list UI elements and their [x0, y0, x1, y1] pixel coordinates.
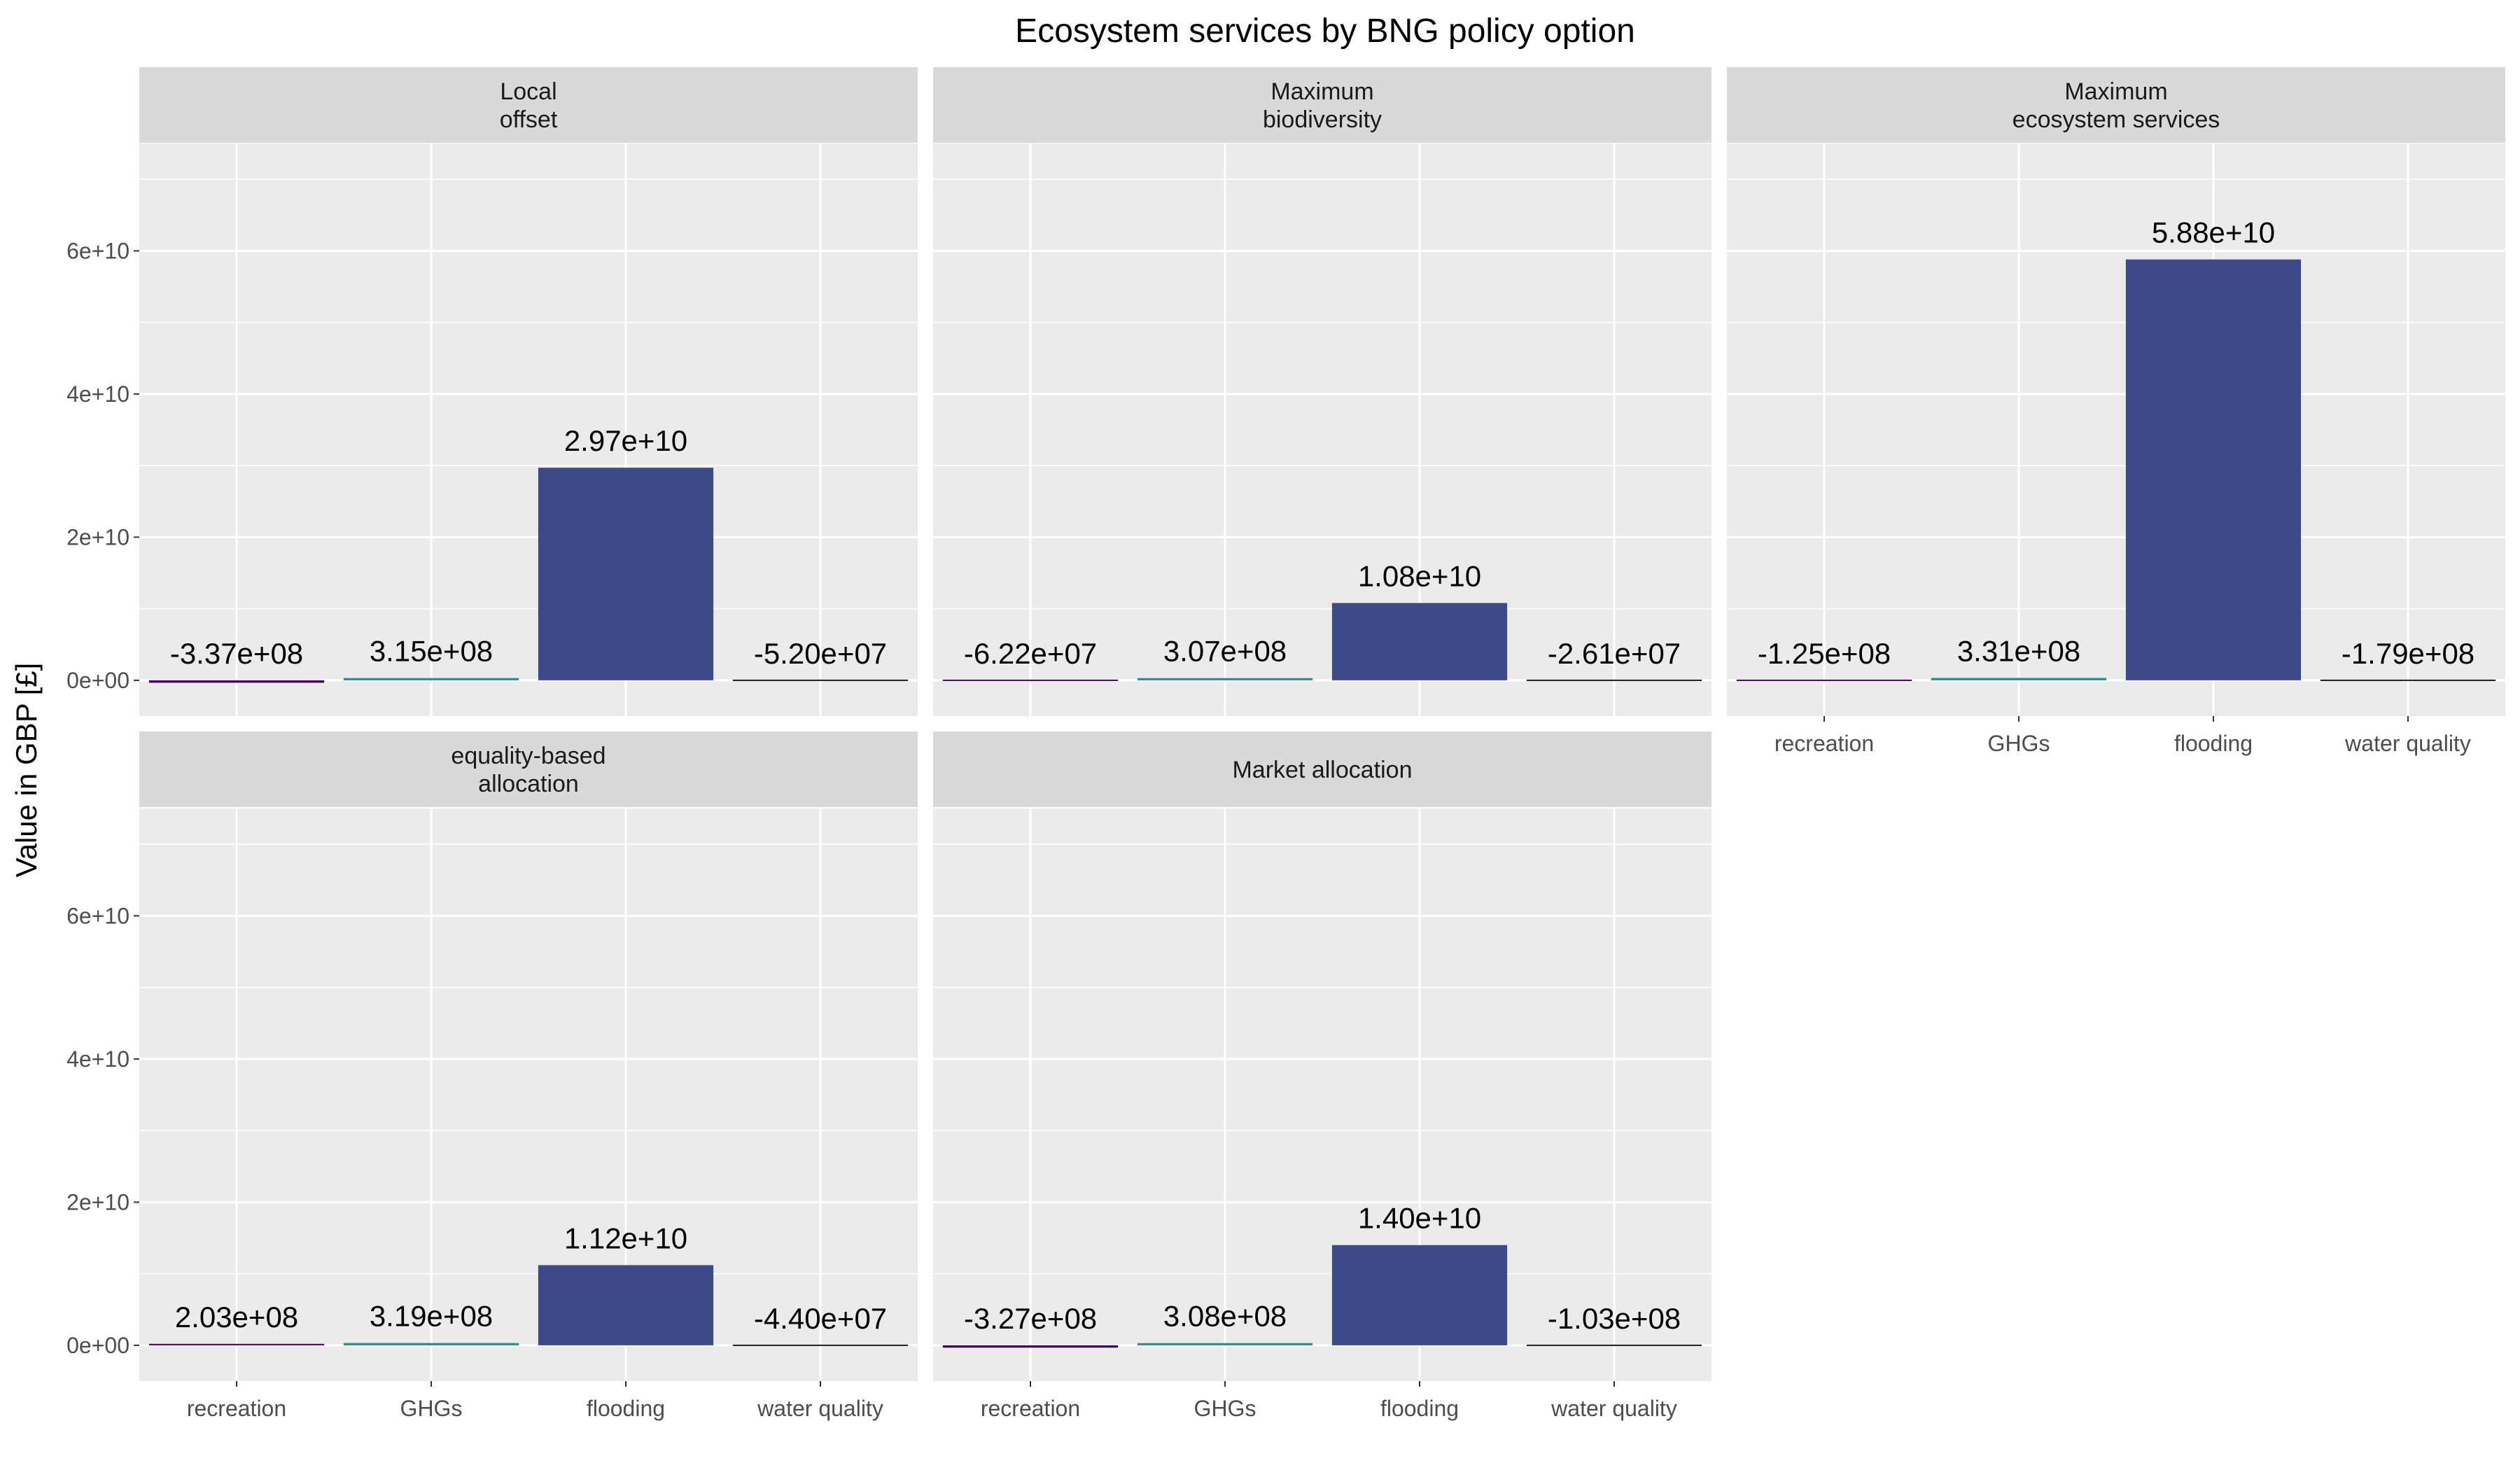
bar-ghgs [343, 1343, 519, 1345]
value-label-flooding: 1.40e+10 [1358, 1202, 1481, 1235]
facet-strip-label: ecosystem services [2012, 106, 2220, 133]
bar-recreation [148, 1343, 325, 1345]
x-tick-label: GHGs [1988, 731, 2050, 756]
x-tick-label: flooding [2174, 731, 2253, 756]
value-label-water-quality: -2.61e+07 [1548, 637, 1681, 670]
facet-strip [139, 67, 918, 143]
bar-recreation [942, 1345, 1119, 1348]
bar-water-quality [2320, 679, 2496, 681]
bar-ghgs [343, 678, 519, 680]
facet-strip [933, 67, 1712, 143]
bar-water-quality [732, 1344, 909, 1346]
value-label-recreation: -1.25e+08 [1758, 637, 1891, 670]
value-label-water-quality: -1.79e+08 [2342, 637, 2474, 670]
value-label-flooding: 1.12e+10 [564, 1222, 687, 1254]
y-tick-label: 4e+10 [66, 382, 130, 407]
bar-flooding [2125, 259, 2302, 680]
facet-panel: Market allocation -3.27e+08 3.08e+08 1.40e+… [933, 732, 1712, 1421]
value-label-recreation: -3.27e+08 [964, 1302, 1097, 1335]
y-tick-label: 0e+00 [66, 1333, 130, 1358]
value-label-ghgs: 3.31e+08 [1957, 634, 2080, 667]
x-tick-label: GHGs [400, 1396, 463, 1421]
bar-ghgs [1931, 678, 2107, 680]
value-label-recreation: 2.03e+08 [175, 1301, 298, 1334]
x-tick-label: water quality [1550, 1396, 1677, 1421]
value-label-ghgs: 3.07e+08 [1163, 635, 1287, 668]
bar-water-quality [1526, 679, 1702, 681]
facet-strip-label: allocation [478, 771, 579, 797]
value-label-flooding: 1.08e+10 [1358, 559, 1481, 592]
facet-strip [139, 732, 918, 807]
bar-ghgs [1137, 1343, 1313, 1345]
facet-strip-label: Maximum [1270, 78, 1373, 105]
x-tick-label: recreation [1774, 731, 1874, 756]
y-tick-label: 4e+10 [66, 1046, 130, 1072]
facet-strip [1727, 67, 2505, 143]
value-label-water-quality: -1.03e+08 [1548, 1302, 1681, 1335]
panel-background [1727, 144, 2505, 716]
x-tick-label: water quality [757, 1396, 883, 1421]
bar-flooding [538, 1265, 714, 1345]
value-label-ghgs: 3.08e+08 [1163, 1300, 1287, 1333]
y-tick-label: 6e+10 [66, 903, 130, 928]
facet-strip-label: Maximum [2064, 78, 2167, 105]
panel-background [139, 144, 918, 716]
y-axis-label: Value in GBP [£] [10, 663, 43, 878]
y-tick-label: 2e+10 [66, 1189, 130, 1214]
bar-flooding [538, 468, 714, 680]
bar-water-quality [732, 679, 909, 681]
facet-strip-label: offset [500, 106, 558, 133]
chart-title: Ecosystem services by BNG policy option [1015, 13, 1635, 50]
value-label-flooding: 2.97e+10 [564, 424, 687, 457]
bar-recreation [942, 679, 1119, 681]
y-tick-label: 0e+00 [66, 668, 130, 693]
facet-strip-label: biodiversity [1263, 106, 1382, 133]
panel-background [933, 808, 1712, 1381]
facet-strip-label: Market allocation [1232, 757, 1412, 783]
panel-background [933, 144, 1712, 716]
bar-flooding [1331, 603, 1508, 680]
value-label-recreation: -6.22e+07 [964, 637, 1097, 670]
value-label-water-quality: -4.40e+07 [754, 1302, 887, 1335]
value-label-recreation: -3.37e+08 [170, 637, 303, 670]
value-label-ghgs: 3.19e+08 [370, 1300, 493, 1333]
facet-strip [933, 732, 1712, 807]
x-tick-label: GHGs [1194, 1396, 1256, 1421]
value-label-flooding: 5.88e+10 [2152, 216, 2275, 249]
bar-recreation [148, 680, 325, 683]
x-tick-label: flooding [1380, 1396, 1459, 1421]
facet-strip-label: equality-based [451, 743, 606, 769]
bar-ghgs [1137, 678, 1313, 680]
value-label-ghgs: 3.15e+08 [370, 635, 493, 668]
facet-strip-label: Local [500, 78, 556, 105]
y-tick-label: 2e+10 [66, 524, 130, 550]
x-tick-label: recreation [187, 1396, 286, 1421]
x-tick-label: recreation [981, 1396, 1080, 1421]
x-tick-label: water quality [2344, 731, 2471, 756]
panel-background [139, 808, 918, 1381]
bar-flooding [1331, 1245, 1508, 1345]
bar-water-quality [1526, 1344, 1702, 1346]
value-label-water-quality: -5.20e+07 [754, 637, 887, 670]
x-tick-label: flooding [587, 1396, 665, 1421]
bar-recreation [1736, 679, 1912, 681]
y-tick-label: 6e+10 [66, 238, 130, 263]
